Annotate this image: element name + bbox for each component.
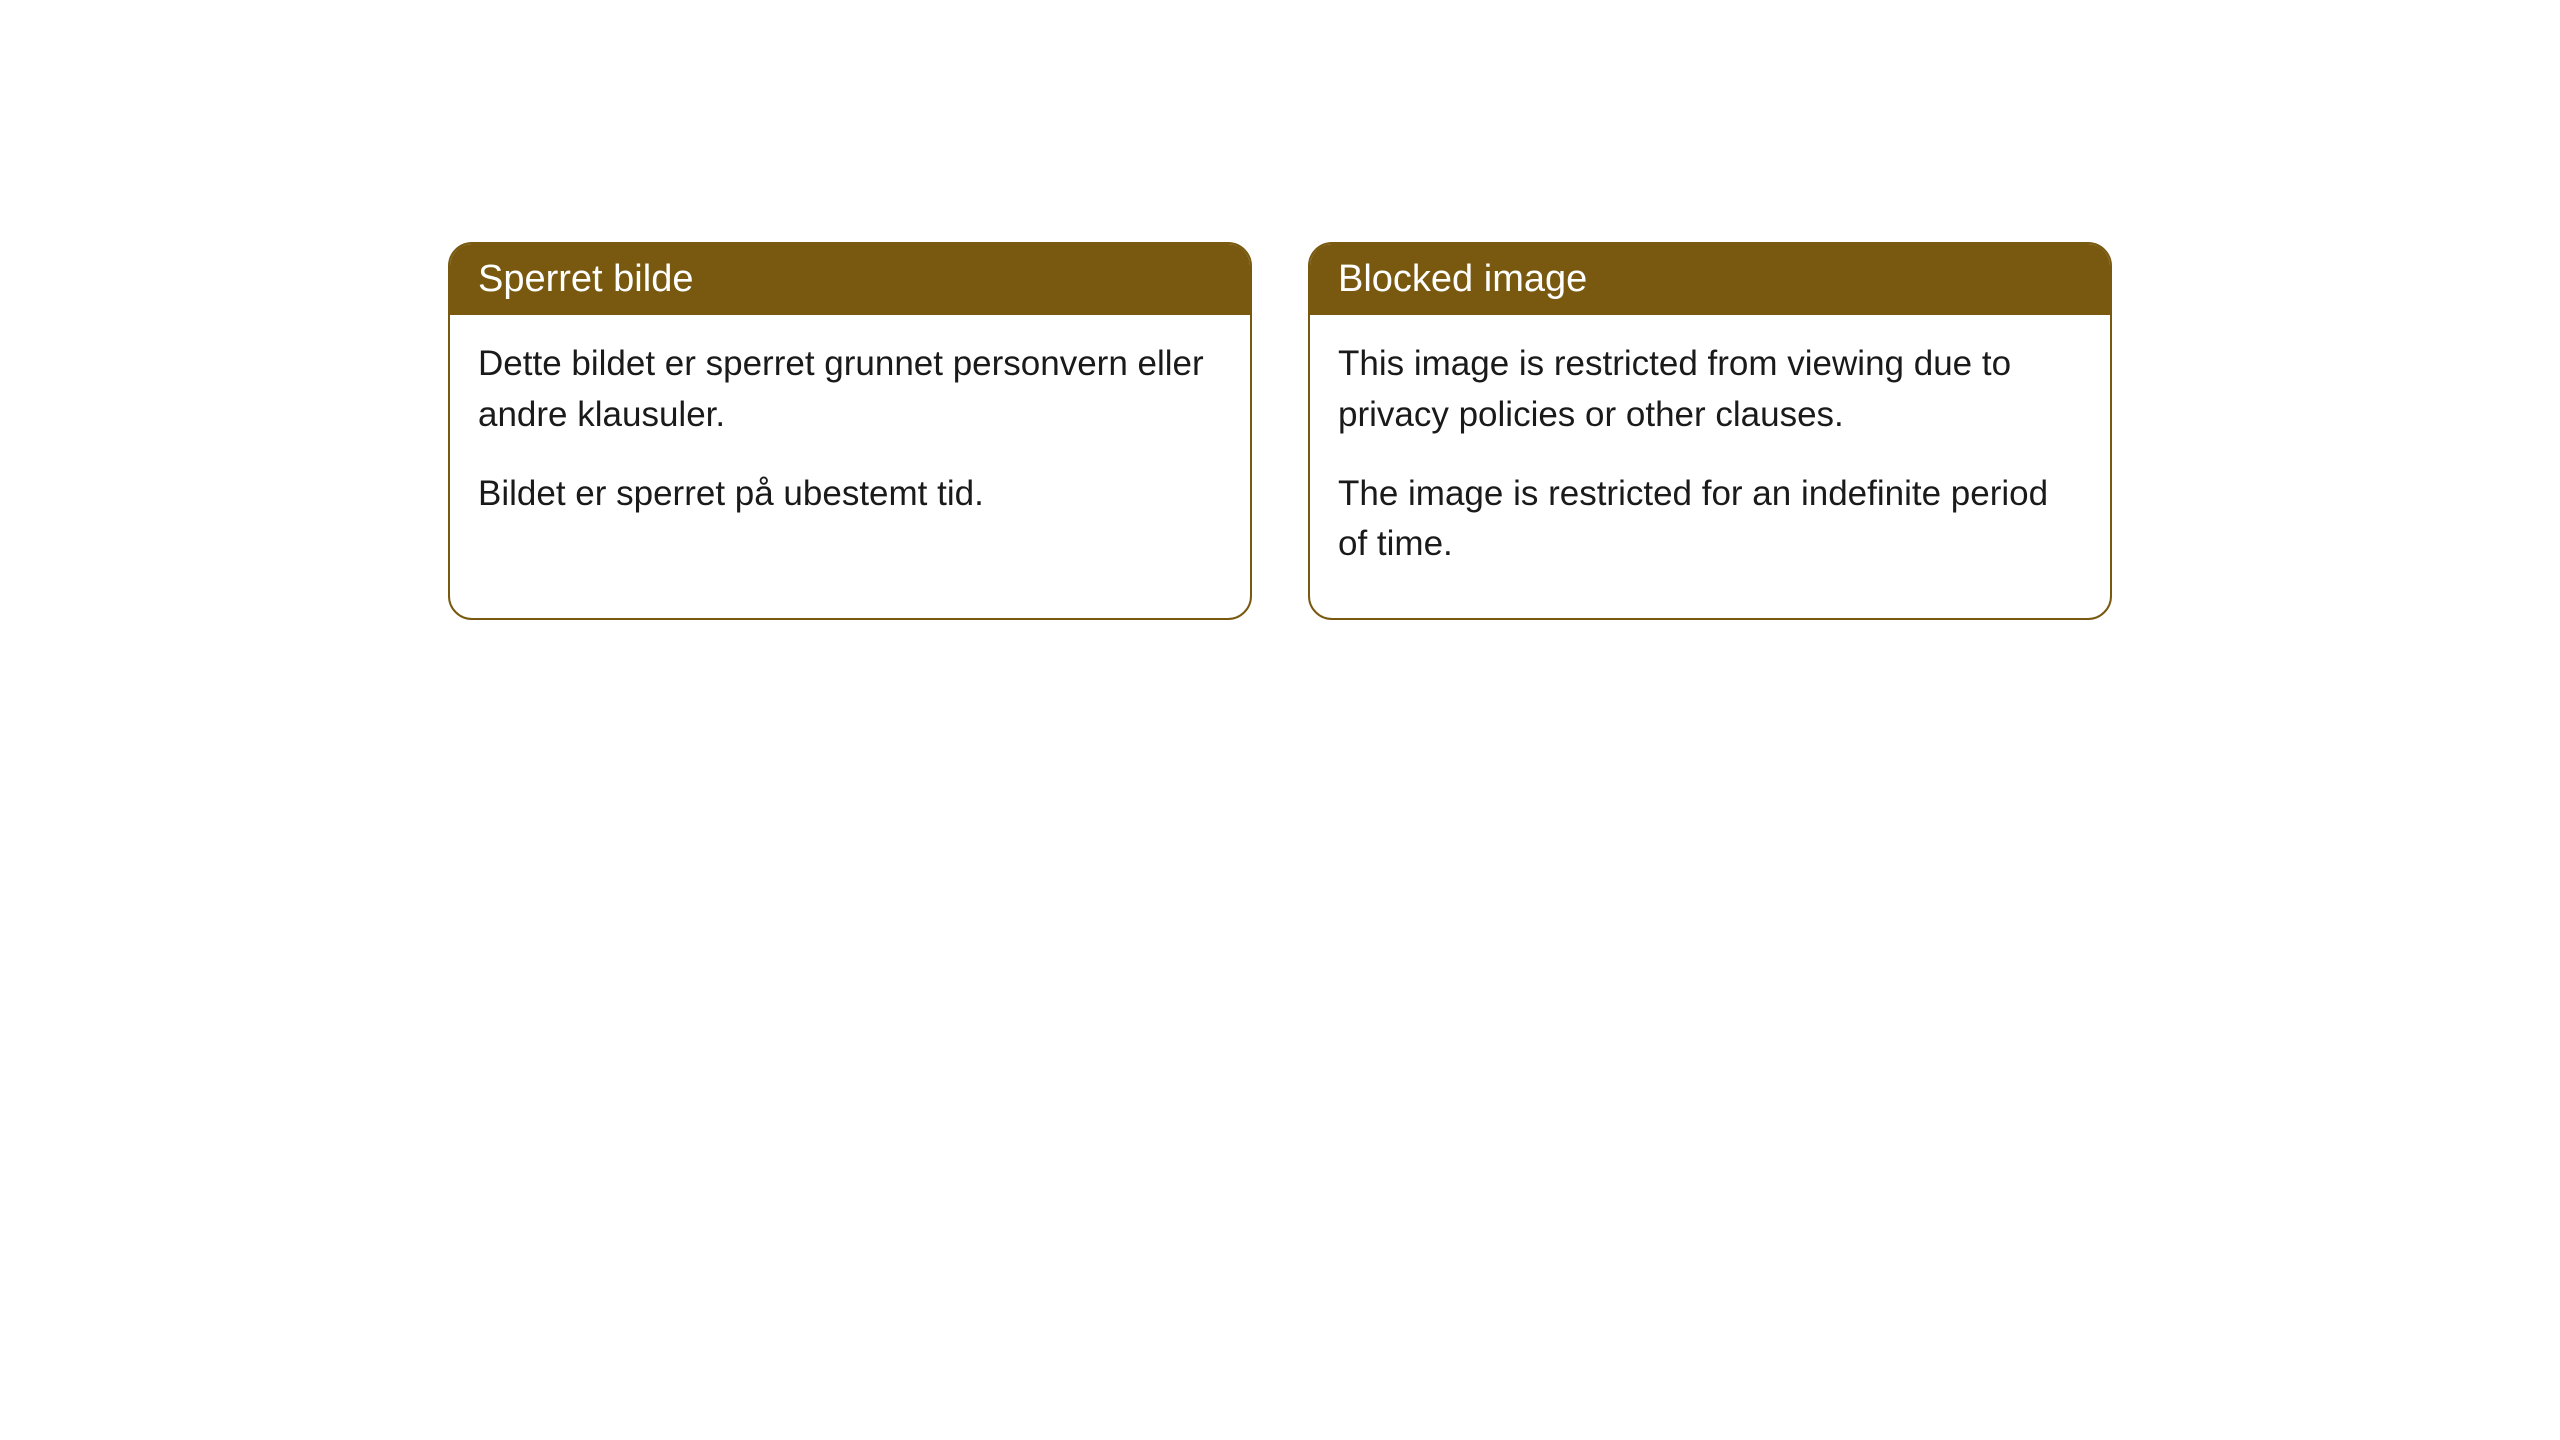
card-title-norwegian: Sperret bilde	[478, 258, 693, 300]
card-paragraph-2-norwegian: Bildet er sperret på ubestemt tid.	[478, 469, 1222, 520]
card-header-english: Blocked image	[1310, 244, 2110, 315]
cards-container: Sperret bilde Dette bildet er sperret gr…	[448, 242, 2112, 620]
card-header-norwegian: Sperret bilde	[450, 244, 1250, 315]
card-paragraph-2-english: The image is restricted for an indefinit…	[1338, 469, 2082, 571]
card-paragraph-1-norwegian: Dette bildet er sperret grunnet personve…	[478, 339, 1222, 441]
card-body-norwegian: Dette bildet er sperret grunnet personve…	[450, 315, 1250, 567]
card-norwegian: Sperret bilde Dette bildet er sperret gr…	[448, 242, 1252, 620]
card-paragraph-1-english: This image is restricted from viewing du…	[1338, 339, 2082, 441]
card-english: Blocked image This image is restricted f…	[1308, 242, 2112, 620]
card-title-english: Blocked image	[1338, 258, 1587, 300]
card-body-english: This image is restricted from viewing du…	[1310, 315, 2110, 618]
